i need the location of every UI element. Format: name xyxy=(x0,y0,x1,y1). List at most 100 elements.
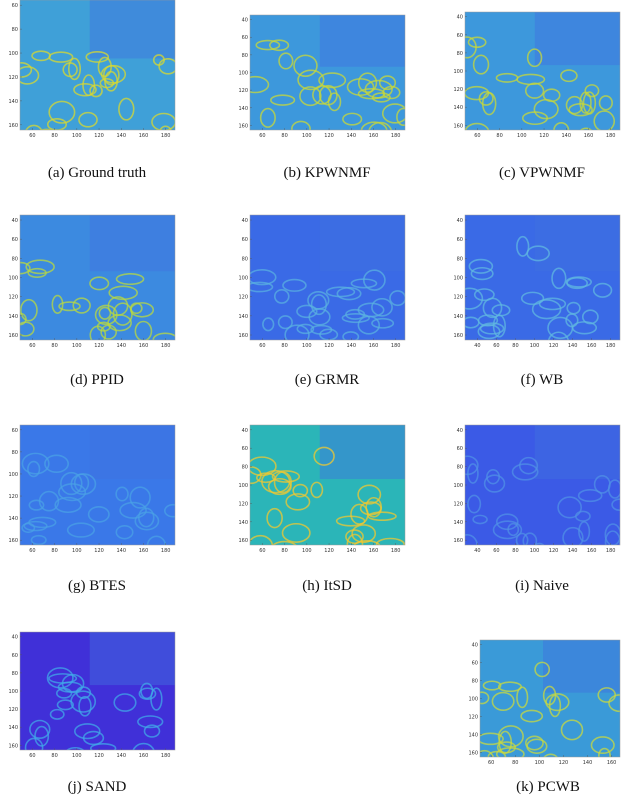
petal xyxy=(158,58,175,75)
x-tick-label: 60 xyxy=(488,760,494,766)
y-tick-label: 140 xyxy=(453,520,463,526)
y-tick-label: 80 xyxy=(12,671,18,677)
petal xyxy=(477,324,501,340)
caption: (k) PCWB xyxy=(516,779,580,795)
petal xyxy=(266,507,283,529)
caption: (i) Naive xyxy=(515,578,569,594)
subfigure: 60 80 100 120 140 160 180 40 60 80 100 120 140 160 (e)… xyxy=(238,214,406,388)
x-tick-label: 120 xyxy=(539,133,549,139)
petal xyxy=(593,474,611,494)
petal xyxy=(98,306,112,320)
heatmap-image xyxy=(20,215,175,340)
petal xyxy=(20,298,38,322)
petal xyxy=(363,269,386,291)
petal xyxy=(140,682,154,700)
x-tick-label: 180 xyxy=(391,133,401,139)
x-tick-label: 80 xyxy=(51,753,57,759)
petal xyxy=(30,534,47,545)
subfigure: 60 80 100 120 140 160 40 60 80 100 120 140 160 (k) PC… xyxy=(468,639,621,795)
petal xyxy=(516,235,530,257)
caption: (j) SAND xyxy=(68,779,127,795)
petal xyxy=(480,732,504,746)
x-tick-label: 120 xyxy=(559,760,569,766)
petal xyxy=(297,69,325,91)
petal xyxy=(465,316,480,329)
x-tick-label: 160 xyxy=(369,343,379,349)
petal xyxy=(255,472,276,484)
petal xyxy=(531,299,562,320)
petal xyxy=(299,86,322,107)
petal xyxy=(152,54,165,66)
petal xyxy=(592,282,613,298)
petal xyxy=(250,281,274,293)
y-tick-label: 80 xyxy=(12,450,18,456)
y-tick-label: 100 xyxy=(8,51,18,57)
y-tick-label: 60 xyxy=(12,3,18,9)
y-tick-label: 120 xyxy=(238,295,248,301)
petal xyxy=(465,85,490,101)
y-tick-label: 100 xyxy=(453,69,463,75)
x-tick-label: 100 xyxy=(72,753,82,759)
heatmap-image xyxy=(20,632,175,750)
petal xyxy=(597,687,617,703)
y-tick-label: 40 xyxy=(457,15,463,21)
petal xyxy=(310,324,333,335)
petal xyxy=(285,493,311,511)
petal xyxy=(520,709,544,723)
x-tick-label: 80 xyxy=(281,133,287,139)
y-tick-label: 120 xyxy=(453,501,463,507)
heatmap-sky xyxy=(89,632,175,686)
y-tick-label: 80 xyxy=(457,256,463,262)
subfigure: 60 80 100 120 140 160 180 60 80 100 120 140 160 (a) G… xyxy=(8,0,176,181)
y-tick-label: 40 xyxy=(472,643,478,649)
petal xyxy=(368,121,393,130)
x-tick-label: 180 xyxy=(161,548,171,554)
petal xyxy=(119,501,147,519)
x-tick-label: 40 xyxy=(474,548,480,554)
y-tick-label: 80 xyxy=(242,465,248,471)
x-tick-label: 140 xyxy=(568,343,578,349)
y-tick-label: 60 xyxy=(12,653,18,659)
y-tick-label: 140 xyxy=(8,314,18,320)
petal xyxy=(534,542,545,545)
petal xyxy=(353,540,381,545)
petal xyxy=(350,278,378,289)
y-tick-label: 160 xyxy=(468,750,478,756)
x-tick-label: 140 xyxy=(116,548,126,554)
y-tick-label: 60 xyxy=(457,446,463,452)
y-tick-label: 120 xyxy=(453,295,463,301)
petal xyxy=(578,521,591,542)
petal xyxy=(51,294,64,314)
petal xyxy=(515,532,529,545)
petal xyxy=(584,84,600,98)
petal xyxy=(568,102,593,117)
petal xyxy=(267,477,292,496)
x-tick-label: 60 xyxy=(259,133,265,139)
petal xyxy=(396,107,405,127)
x-tick-label: 160 xyxy=(139,343,149,349)
x-tick-label: 80 xyxy=(512,760,518,766)
subfigure: 60 80 100 120 140 160 180 60 80 100 120 140 160 (g) B… xyxy=(8,424,176,594)
petal xyxy=(522,532,538,545)
petal xyxy=(38,490,60,512)
y-tick-label: 120 xyxy=(8,75,18,81)
petal xyxy=(74,723,101,740)
petal xyxy=(313,446,335,466)
petal xyxy=(278,52,294,70)
petal xyxy=(73,473,90,493)
petal xyxy=(115,524,134,540)
x-tick-label: 100 xyxy=(72,343,82,349)
y-tick-label: 160 xyxy=(453,333,463,339)
heatmap-image xyxy=(250,215,405,340)
petal xyxy=(524,82,545,99)
heatmap-sky xyxy=(534,425,620,479)
y-tick-label: 140 xyxy=(8,99,18,105)
x-tick-label: 120 xyxy=(94,343,104,349)
y-tick-label: 60 xyxy=(242,35,248,41)
petal xyxy=(545,693,570,712)
heatmap-sky xyxy=(319,215,405,272)
x-tick-label: 180 xyxy=(391,343,401,349)
petal xyxy=(48,51,74,63)
petal xyxy=(40,128,53,130)
petal xyxy=(608,694,620,713)
